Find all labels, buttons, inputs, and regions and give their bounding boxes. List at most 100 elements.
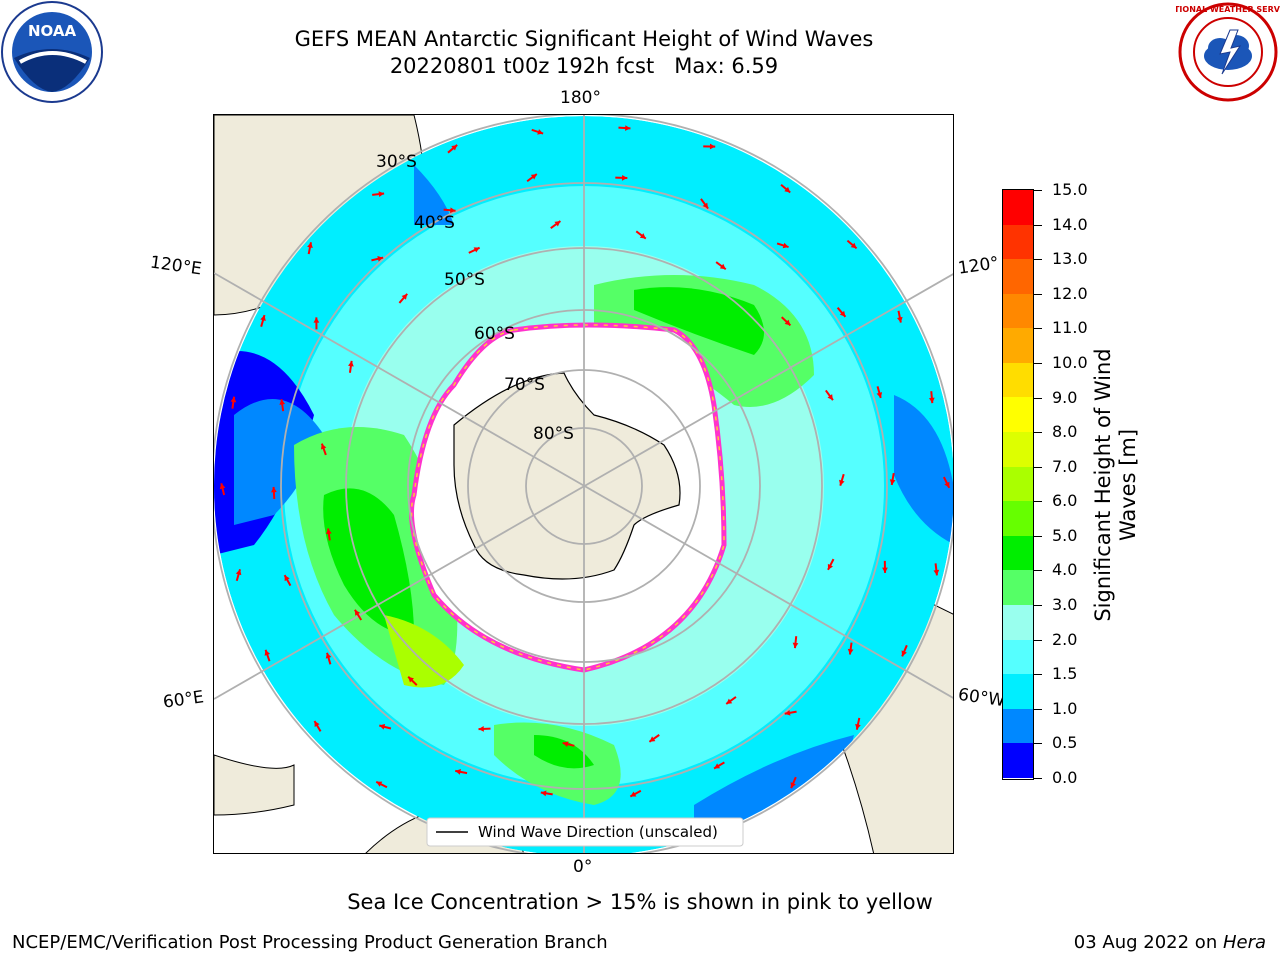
wind-wave-arrowhead [928,397,935,404]
lon-label-60e: 60°E [161,687,206,713]
wind-wave-arrowhead [889,479,896,485]
nws-logo-text: NATIONAL WEATHER SERVICE [1176,5,1280,14]
wind-wave-arrowhead [537,129,544,135]
colorbar-tick-label: 3.0 [1052,595,1078,615]
colorbar-tick [1034,570,1042,572]
wind-wave-arrowhead [260,315,266,322]
colorbar-tick [1034,605,1042,607]
wind-wave-arrowhead [944,481,950,488]
colorbar-segment [1003,259,1033,294]
wind-wave-arrowhead [784,709,791,716]
wind-wave-arrowhead [408,676,414,683]
wind-wave-arrowhead [714,763,721,769]
colorbar-tick-label: 13.0 [1052,249,1088,269]
colorbar-tick [1034,743,1042,745]
wind-wave-arrowhead [540,790,547,797]
lon-label-120w: 120° [956,253,1001,279]
wind-wave-arrowhead [325,652,332,659]
colorbar-segment [1003,570,1033,605]
wind-wave-arrowhead [450,207,456,214]
wind-wave-arrowhead [827,394,833,401]
colorbar-segment [1003,743,1033,778]
wind-wave-arrowhead [264,649,271,656]
wind-wave-arrowhead [219,483,226,490]
lat-label-30s: 30°S [376,152,417,172]
wind-wave-arrowhead [855,723,861,730]
colorbar-segment [1003,397,1033,433]
land-madagascar [214,754,295,816]
colorbar-tick-label: 8.0 [1052,422,1078,442]
wind-wave-arrowhead [630,791,637,797]
colorbar-title-line1: Significant Height of Wind [1091,348,1115,622]
map-canvas: Wind Wave Direction (unscaled) [214,115,953,853]
wind-wave-arrowhead [473,247,480,253]
colorbar-tick [1034,466,1042,468]
wind-wave-arrowhead [284,575,290,582]
colorbar-tick [1034,432,1042,434]
wind-wave-arrowhead [839,479,845,486]
footer-machine: Hera [1222,932,1266,953]
colorbar-tick-label: 1.5 [1052,664,1078,684]
colorbar-tick-label: 7.0 [1052,456,1078,476]
legend-label: Wind Wave Direction (unscaled) [478,823,718,841]
colorbar-title: Significant Height of Wind Waves [m] [1091,348,1141,621]
colorbar-tick [1034,224,1042,226]
colorbar-tick [1034,778,1042,779]
colorbar-segment [1003,639,1033,675]
wind-wave-arrowhead [850,242,857,249]
wind-wave-arrowhead [378,191,385,197]
polar-map: Wind Wave Direction (unscaled) [213,114,954,854]
colorbar-segment [1003,190,1033,225]
colorbar-tick [1034,259,1042,261]
lon-label-120e: 120°E [148,252,203,280]
wind-wave-arrowhead [876,392,883,398]
wind-wave-arrowhead [320,443,327,450]
lon-label-0: 0° [573,857,593,877]
colorbar-tick-label: 14.0 [1052,214,1088,234]
wind-wave-arrowhead [455,769,461,775]
wind-wave-arrowhead [901,650,907,657]
footer-date: 03 Aug 2022 on Hera [1074,932,1266,953]
wind-wave-arrowhead [847,648,854,655]
colorbar-segment [1003,708,1033,744]
colorbar-segment [1003,224,1033,260]
lon-label-180: 180° [560,88,601,108]
footer-branch: NCEP/EMC/Verification Post Processing Pr… [12,932,608,953]
colorbar-segment [1003,362,1033,398]
lat-label-70s: 70°S [504,375,545,395]
colorbar-tick-label: 10.0 [1052,352,1088,372]
wind-wave-arrowhead [562,741,569,747]
sea-ice-note: Sea Ice Concentration > 15% is shown in … [347,890,933,914]
lat-label-50s: 50°S [444,270,485,290]
colorbar-tick-label: 9.0 [1052,387,1078,407]
colorbar-segment [1003,432,1033,467]
colorbar-segment [1003,293,1033,329]
wind-wave-arrowhead [790,782,796,789]
colorbar-segment [1003,466,1033,502]
wind-wave-arrowhead [726,698,733,704]
colorbar-segment [1003,604,1033,640]
wind-wave-arrowhead [933,569,940,576]
wind-wave-arrowhead [325,528,332,535]
wind-wave-arrowhead [307,242,313,249]
wind-wave-arrowhead [625,125,631,131]
wind-wave-arrowhead [719,263,726,270]
wind-wave-arrowhead [271,486,277,493]
colorbar-tick [1034,362,1042,364]
lon-label-60w: 60°W [956,684,1007,712]
colorbar-tick-label: 5.0 [1052,525,1078,545]
wind-wave-arrowhead [530,174,537,180]
wind-wave-arrowhead [451,144,458,151]
wind-wave-arrowhead [348,360,354,367]
colorbar-tick [1034,674,1042,676]
wind-wave-arrowhead [639,233,646,239]
chart-subtitle: 20220801 t00z 192h fcst Max: 6.59 [389,54,779,78]
wind-wave-arrowhead [377,256,384,262]
wind-wave-arrowhead [882,567,888,573]
colorbar-tick-label: 15.0 [1052,180,1088,199]
wind-wave-arrowhead [313,317,320,323]
colorbar-tick-label: 0.5 [1052,733,1078,753]
lat-label-60s: 60°S [474,324,515,344]
colorbar-tick [1034,397,1042,399]
colorbar-tick-label: 11.0 [1052,318,1088,338]
